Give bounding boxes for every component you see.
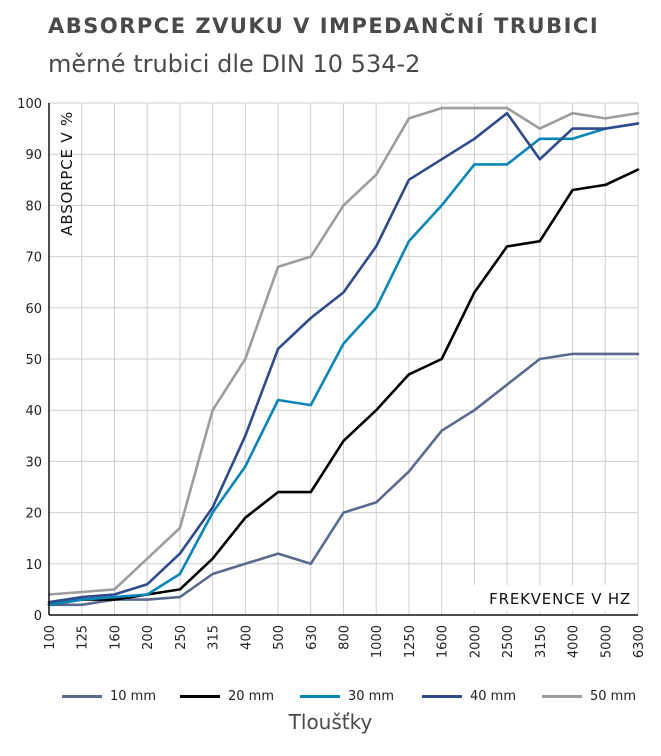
x-tick-label: 2500 — [501, 625, 516, 658]
legend-item: 40 mm — [422, 686, 516, 706]
x-tick-label: 6300 — [632, 625, 647, 658]
y-tick-label: 0 — [34, 609, 42, 624]
legend-item: 50 mm — [542, 686, 636, 706]
x-tick-label: 200 — [141, 625, 156, 650]
legend-swatch — [422, 694, 462, 698]
x-tick-label: 250 — [174, 625, 189, 650]
legend-swatch — [300, 694, 340, 698]
x-tick-label: 630 — [305, 625, 320, 650]
legend-label: 50 mm — [590, 688, 637, 704]
legend-title: Tloušťky — [288, 710, 373, 734]
series-line-3 — [47, 122, 640, 607]
legend-label: 10 mm — [110, 688, 157, 704]
legend-swatch — [180, 694, 220, 698]
y-tick-label: 90 — [25, 148, 42, 163]
x-tick-label: 4000 — [567, 625, 582, 658]
y-tick-label: 30 — [25, 455, 42, 470]
legend-label: 30 mm — [348, 688, 395, 704]
x-tick-label: 100 — [43, 625, 58, 650]
x-tick-label: 1600 — [436, 625, 451, 658]
x-tick-label: 800 — [338, 625, 353, 650]
x-tick-label: 1250 — [403, 625, 418, 658]
y-tick-label: 20 — [25, 507, 42, 522]
y-axis-label: ABSORPCE V % — [58, 111, 76, 236]
y-tick-label: 100 — [17, 97, 42, 112]
x-tick-label: 1000 — [370, 625, 385, 658]
y-tick-label: 40 — [25, 404, 42, 419]
legend-label: 20 mm — [228, 688, 275, 704]
x-tick-label: 500 — [272, 625, 287, 650]
legend-item: 20 mm — [180, 686, 274, 706]
line-chart: 0 10 20 30 40 50 60 70 80 90 100 100 125 160 200 250 315… — [17, 97, 647, 658]
legend-swatch — [62, 694, 102, 698]
x-tick-label: 125 — [76, 625, 91, 650]
chart-title: ABSORPCE ZVUKU V IMPEDANČNÍ TRUBICI — [48, 14, 600, 38]
y-tick-label: 60 — [25, 302, 42, 317]
y-tick-label: 50 — [25, 353, 42, 368]
x-tick-label: 160 — [108, 625, 123, 650]
series-line-5 — [47, 106, 640, 596]
y-tick-label: 70 — [25, 251, 42, 266]
series-line-1 — [47, 352, 640, 607]
series-line-4 — [47, 111, 640, 604]
x-tick-label: 315 — [207, 625, 222, 650]
chart-subtitle: měrné trubici dle DIN 10 534-2 — [48, 50, 421, 78]
y-tick-label: 10 — [25, 558, 42, 573]
x-tick-label: 400 — [239, 625, 254, 650]
x-axis-label-background — [468, 585, 634, 611]
legend-item: 10 mm — [62, 686, 156, 706]
x-tick-label: 2000 — [468, 625, 483, 658]
legend-label: 40 mm — [470, 688, 517, 704]
x-tick-label: 5000 — [599, 625, 614, 658]
x-tick-label: 3150 — [534, 625, 549, 658]
y-tick-label: 80 — [25, 199, 42, 214]
legend-item: 30 mm — [300, 686, 394, 706]
x-axis-label: FREKVENCE V HZ — [489, 590, 631, 608]
legend: 10 mm 20 mm 30 mm 40 mm 50 mm — [52, 686, 652, 706]
legend-swatch — [542, 694, 582, 698]
